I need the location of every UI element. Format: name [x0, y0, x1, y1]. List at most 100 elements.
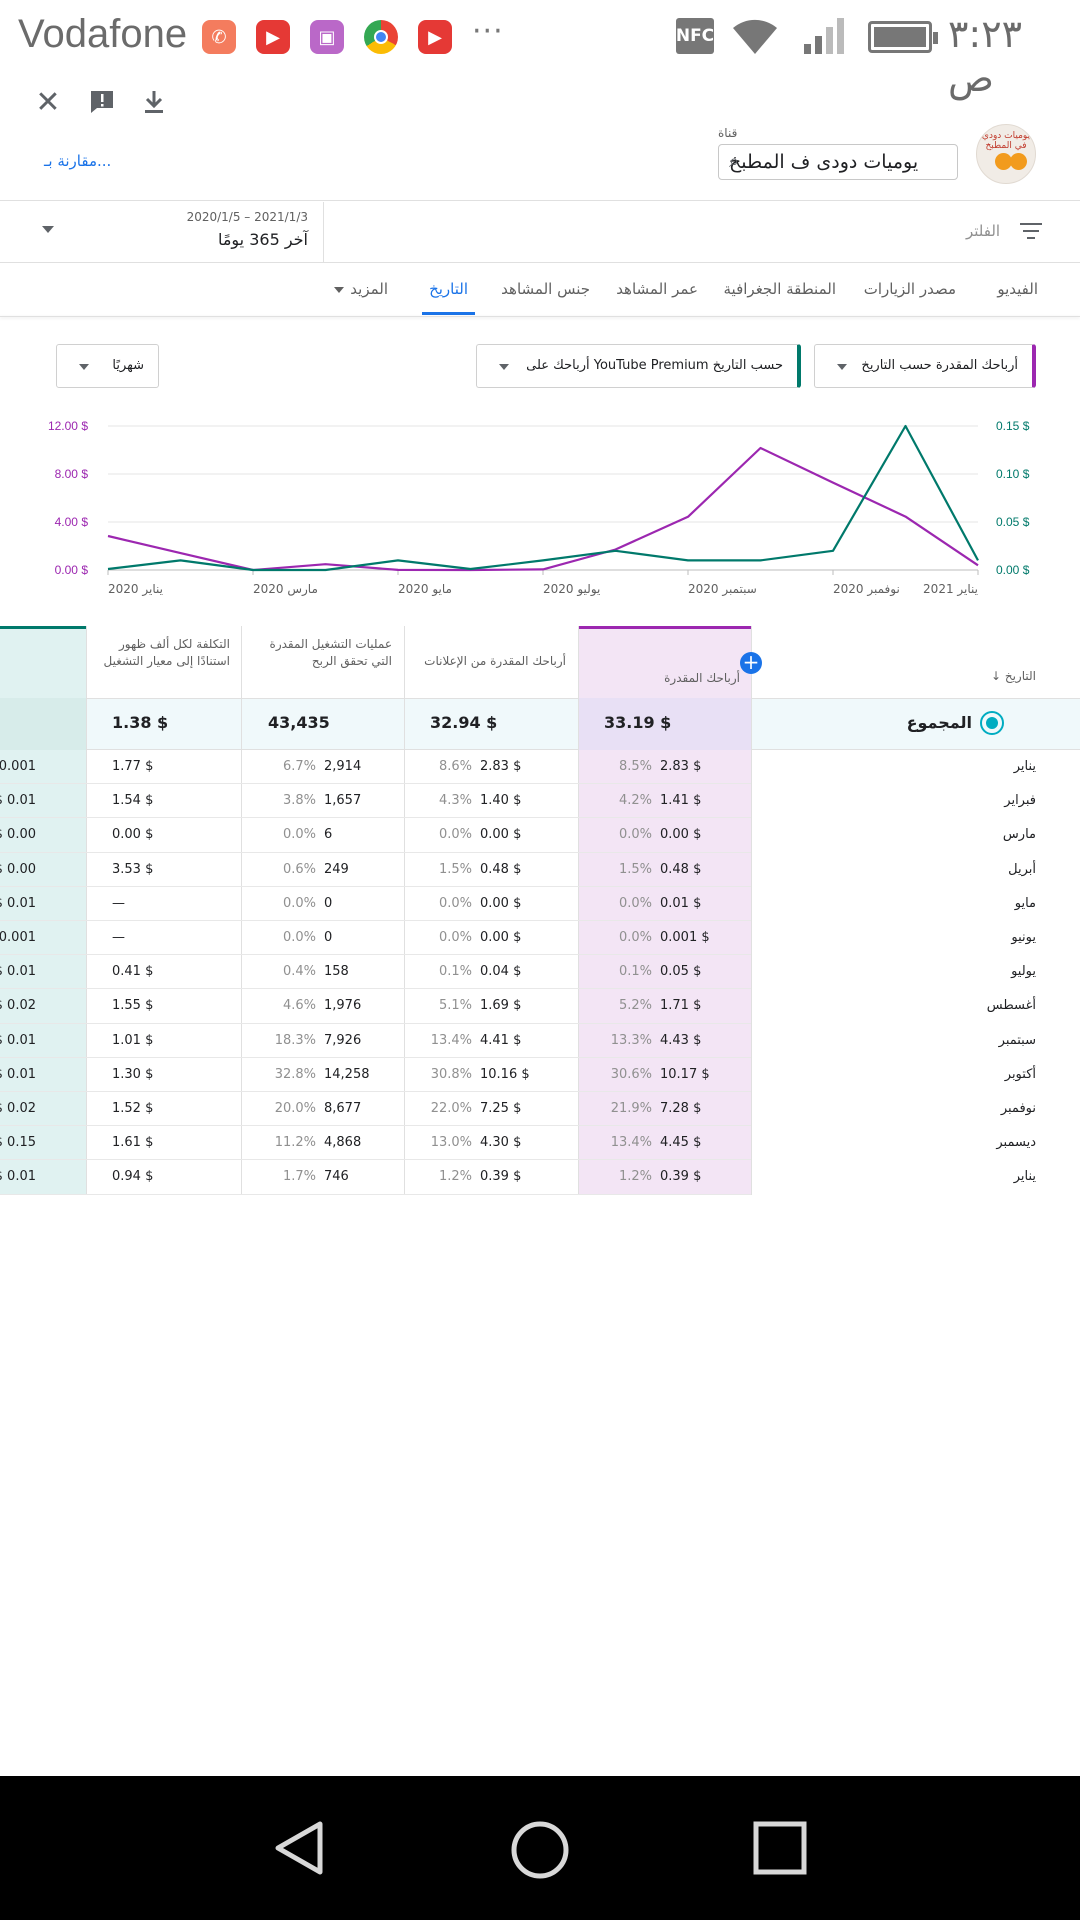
nfc-icon: NFC — [676, 18, 714, 54]
add-column-button[interactable]: + — [740, 652, 762, 674]
premium-revenue-value: 0.01 $ — [0, 1032, 36, 1048]
tab-date[interactable]: التاريخ — [429, 280, 468, 298]
clock: ٣:٢٣ ص — [948, 12, 1023, 100]
ad-revenue-value: 0.04 $ — [480, 964, 522, 980]
playback-cpm-value: 1.30 $ — [112, 1066, 154, 1082]
monetized-playbacks-value: 158 — [324, 964, 349, 980]
table-row-month: فبراير — [1004, 793, 1036, 809]
primary-metric-select[interactable]: أرباحك المقدرة حسب التاريخ — [814, 344, 1036, 388]
monetized-playbacks-value: 6 — [324, 827, 333, 843]
estimated-revenue-pct: 13.4% — [610, 1135, 652, 1151]
left-axis-tick-label: 0.00 $ — [55, 563, 89, 577]
total-value: 33.19 $ — [604, 713, 672, 732]
monetized-playbacks-pct: 11.2% — [274, 1135, 316, 1151]
column-divider — [578, 626, 579, 1195]
interval-select[interactable]: شهريًا — [56, 344, 159, 388]
total-value: 43,435 — [268, 713, 330, 732]
search-icon: ⌕ — [729, 151, 740, 172]
row-divider — [0, 1022, 751, 1024]
channel-avatar[interactable]: يوميات دودي في المطبخ — [976, 124, 1036, 184]
estimated-revenue-value: 0.001 $ — [660, 930, 710, 945]
download-icon[interactable] — [134, 82, 174, 122]
more-caret-icon[interactable] — [334, 287, 344, 293]
column-divider — [751, 626, 752, 1195]
divider — [323, 202, 324, 262]
row-divider — [0, 1193, 751, 1195]
monetized-playbacks-pct: 0.4% — [282, 964, 316, 980]
recents-square-icon[interactable] — [752, 1820, 808, 1876]
tab-more[interactable]: المزيد — [350, 280, 388, 298]
filter-label[interactable]: الفلتر — [966, 222, 1001, 240]
monetized-playbacks-value: 249 — [324, 861, 349, 877]
tab-video[interactable]: الفيديو — [997, 280, 1038, 298]
premium-revenue-value: 0.01 $ — [0, 964, 36, 980]
premium-revenue-value: 0.15 $ — [0, 1135, 36, 1151]
table-row-month: مايو — [1014, 895, 1036, 911]
estimated-revenue-pct: 21.9% — [610, 1101, 652, 1116]
monetized-playbacks-value: 1,657 — [324, 793, 362, 809]
ad-revenue-pct: 1.5% — [438, 861, 472, 877]
tab-geography[interactable]: المنطقة الجغرافية — [723, 280, 836, 298]
monetized-playbacks-pct: 0.0% — [282, 930, 316, 945]
playback-cpm-value: 0.94 $ — [112, 1169, 154, 1185]
carrier-name: Vodafone — [18, 12, 188, 56]
secondary-metric-label: أرباحك على YouTube Premium حسب التاريخ — [526, 358, 783, 373]
channel-search-field[interactable]: يوميات دودى ف المطبخ ⌕ — [718, 144, 958, 180]
estimated-revenue-pct: 13.3% — [610, 1032, 652, 1048]
divider — [0, 316, 1080, 317]
playback-cpm-header[interactable]: التكلفة لكل ألف ظهور استنادًا إلى معيار … — [103, 637, 230, 668]
android-nav-bar — [0, 1776, 1080, 1920]
playback-cpm-value: — — [112, 895, 125, 911]
row-divider — [0, 1091, 751, 1092]
estimated-revenue-pct: 8.5% — [618, 759, 652, 774]
filter-icon[interactable] — [1018, 218, 1044, 239]
ad-revenue-pct: 22.0% — [430, 1101, 472, 1116]
compare-link[interactable]: مقارنة بـ... — [44, 152, 112, 170]
total-value: 32.94 $ — [430, 713, 498, 732]
row-divider — [0, 1159, 751, 1161]
premium-revenue-value: 0.001 $ — [0, 930, 36, 945]
channel-name: يوميات دودى ف المطبخ — [729, 151, 919, 173]
ad-revenue-pct: 8.6% — [438, 759, 472, 774]
playback-cpm-value: 1.77 $ — [112, 759, 154, 774]
monetized-playbacks-header[interactable]: عمليات التشغيل المقدرة التي تحقق الربح — [269, 637, 392, 668]
table-row-month: سبتمبر — [998, 1032, 1036, 1048]
egg-icon — [995, 153, 1012, 170]
ad-revenue-value: 1.40 $ — [480, 793, 522, 809]
ad-revenue-header[interactable]: أرباحك المقدرة من الإعلانات — [424, 654, 566, 668]
chrome-icon — [364, 20, 398, 54]
back-triangle-icon[interactable] — [272, 1820, 328, 1876]
row-divider — [0, 851, 751, 853]
date-dropdown-caret-icon[interactable] — [42, 226, 54, 233]
ad-revenue-value: 4.41 $ — [480, 1032, 522, 1048]
playback-cpm-value: 1.01 $ — [112, 1032, 154, 1048]
playback-cpm-value: 1.61 $ — [112, 1135, 154, 1151]
table-row-month: يناير — [1013, 1169, 1036, 1185]
ad-revenue-pct: 1.2% — [438, 1169, 472, 1185]
playback-cpm-value: 0.41 $ — [112, 964, 154, 980]
estimated-revenue-header[interactable]: أرباحك المقدرة — [664, 671, 740, 685]
monetized-playbacks-value: 8,677 — [324, 1101, 362, 1116]
table-row-month: أكتوبر — [1004, 1066, 1036, 1082]
tab-traffic-source[interactable]: مصدر الزيارات — [863, 280, 956, 298]
tab-viewer-gender[interactable]: جنس المشاهد — [501, 280, 590, 298]
secondary-metric-select[interactable]: أرباحك على YouTube Premium حسب التاريخ — [476, 344, 801, 388]
youtube-icon: ▶ — [256, 20, 290, 54]
premium-revenue-value: 0.00 $ — [0, 827, 36, 843]
playback-cpm-value: 1.55 $ — [112, 998, 154, 1014]
tab-viewer-age[interactable]: عمر المشاهد — [616, 280, 698, 298]
ad-revenue-value: 2.83 $ — [480, 759, 522, 774]
feedback-icon[interactable] — [82, 82, 122, 122]
total-radio-button[interactable] — [980, 711, 1004, 735]
table-row-month: أبريل — [1008, 861, 1036, 877]
monetized-playbacks-pct: 0.0% — [282, 827, 316, 843]
date-period[interactable]: آخر 365 يومًا — [217, 230, 308, 249]
estimated-revenue-value: 0.00 $ — [660, 827, 702, 843]
monetized-playbacks-pct: 6.7% — [282, 759, 316, 774]
right-axis-tick-label: 0.05 $ — [996, 515, 1030, 529]
estimated-revenue-pct: 30.6% — [610, 1066, 652, 1082]
gallery-icon: ▣ — [310, 20, 344, 54]
home-circle-icon[interactable] — [510, 1820, 570, 1880]
date-column-header[interactable]: التاريخ ↓ — [990, 669, 1036, 683]
close-icon[interactable]: ✕ — [35, 84, 61, 120]
